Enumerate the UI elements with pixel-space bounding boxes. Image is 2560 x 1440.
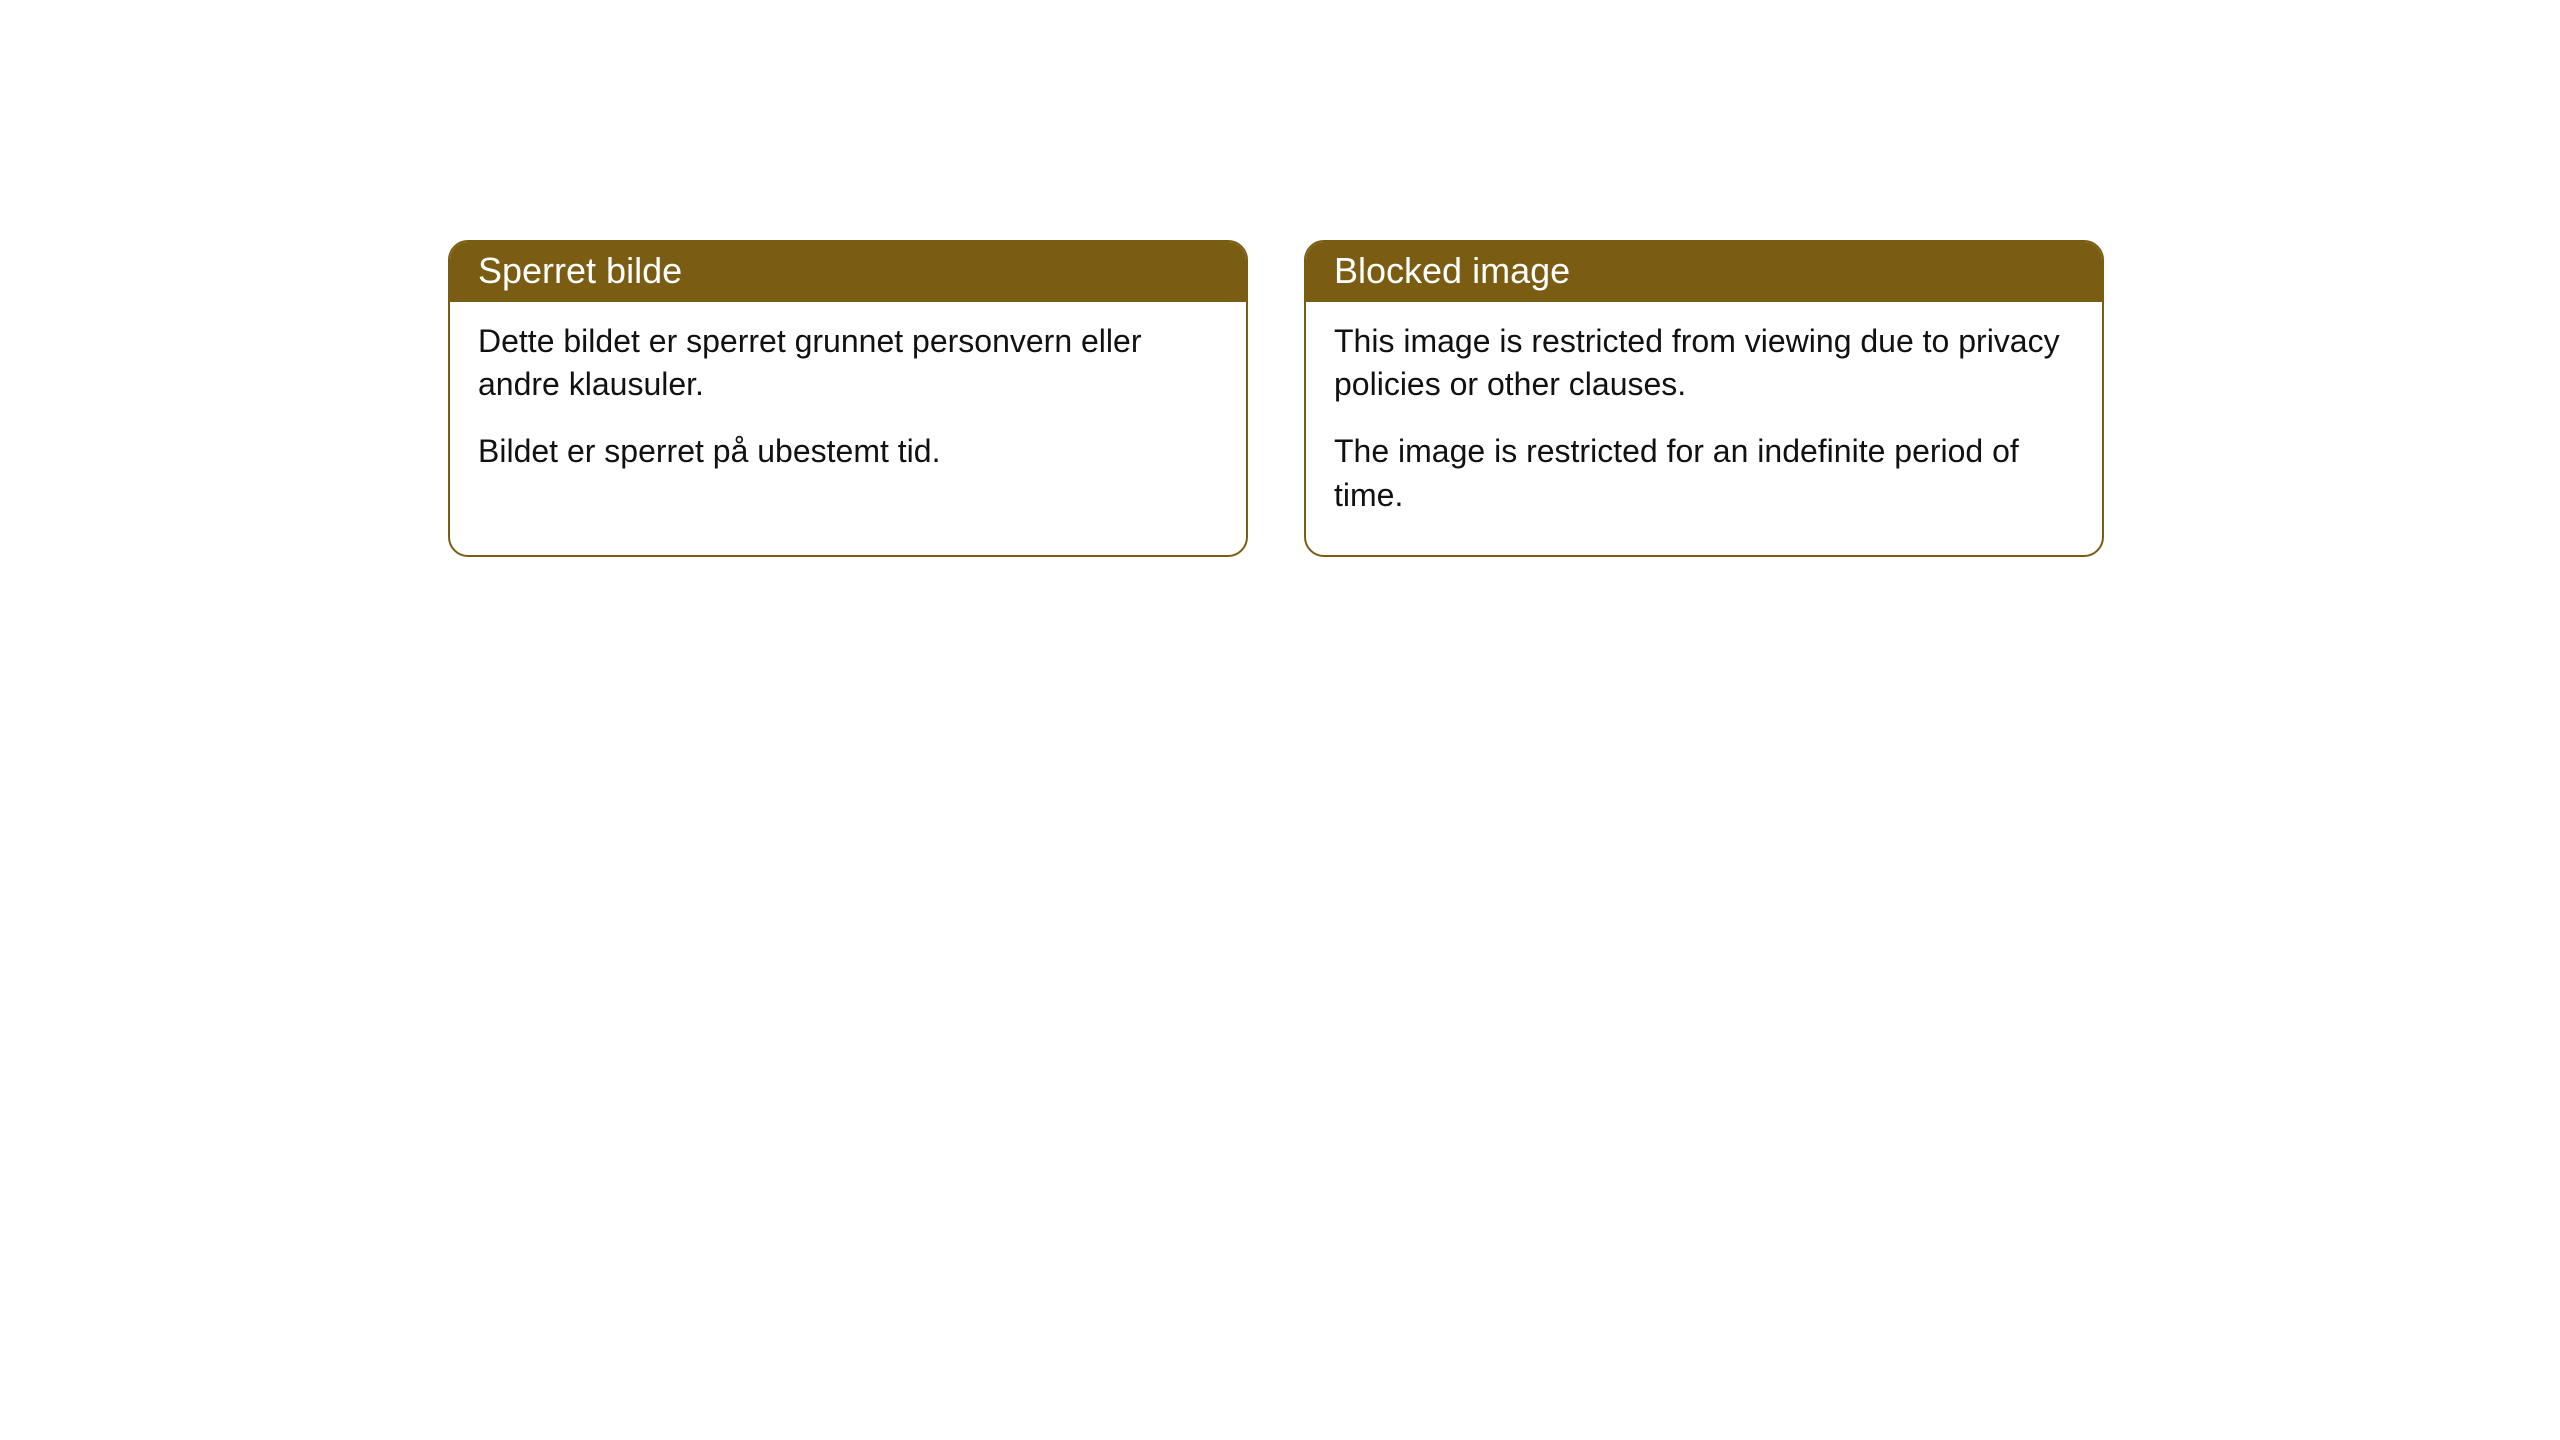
notice-container: Sperret bilde Dette bildet er sperret gr… [448, 240, 2560, 557]
notice-title-english: Blocked image [1306, 242, 2102, 302]
notice-text: This image is restricted from viewing du… [1334, 320, 2074, 406]
notice-text: Bildet er sperret på ubestemt tid. [478, 430, 1218, 473]
notice-title-norwegian: Sperret bilde [450, 242, 1246, 302]
notice-body-english: This image is restricted from viewing du… [1306, 302, 2102, 555]
notice-text: Dette bildet er sperret grunnet personve… [478, 320, 1218, 406]
notice-card-english: Blocked image This image is restricted f… [1304, 240, 2104, 557]
notice-text: The image is restricted for an indefinit… [1334, 430, 2074, 516]
notice-card-norwegian: Sperret bilde Dette bildet er sperret gr… [448, 240, 1248, 557]
notice-body-norwegian: Dette bildet er sperret grunnet personve… [450, 302, 1246, 512]
